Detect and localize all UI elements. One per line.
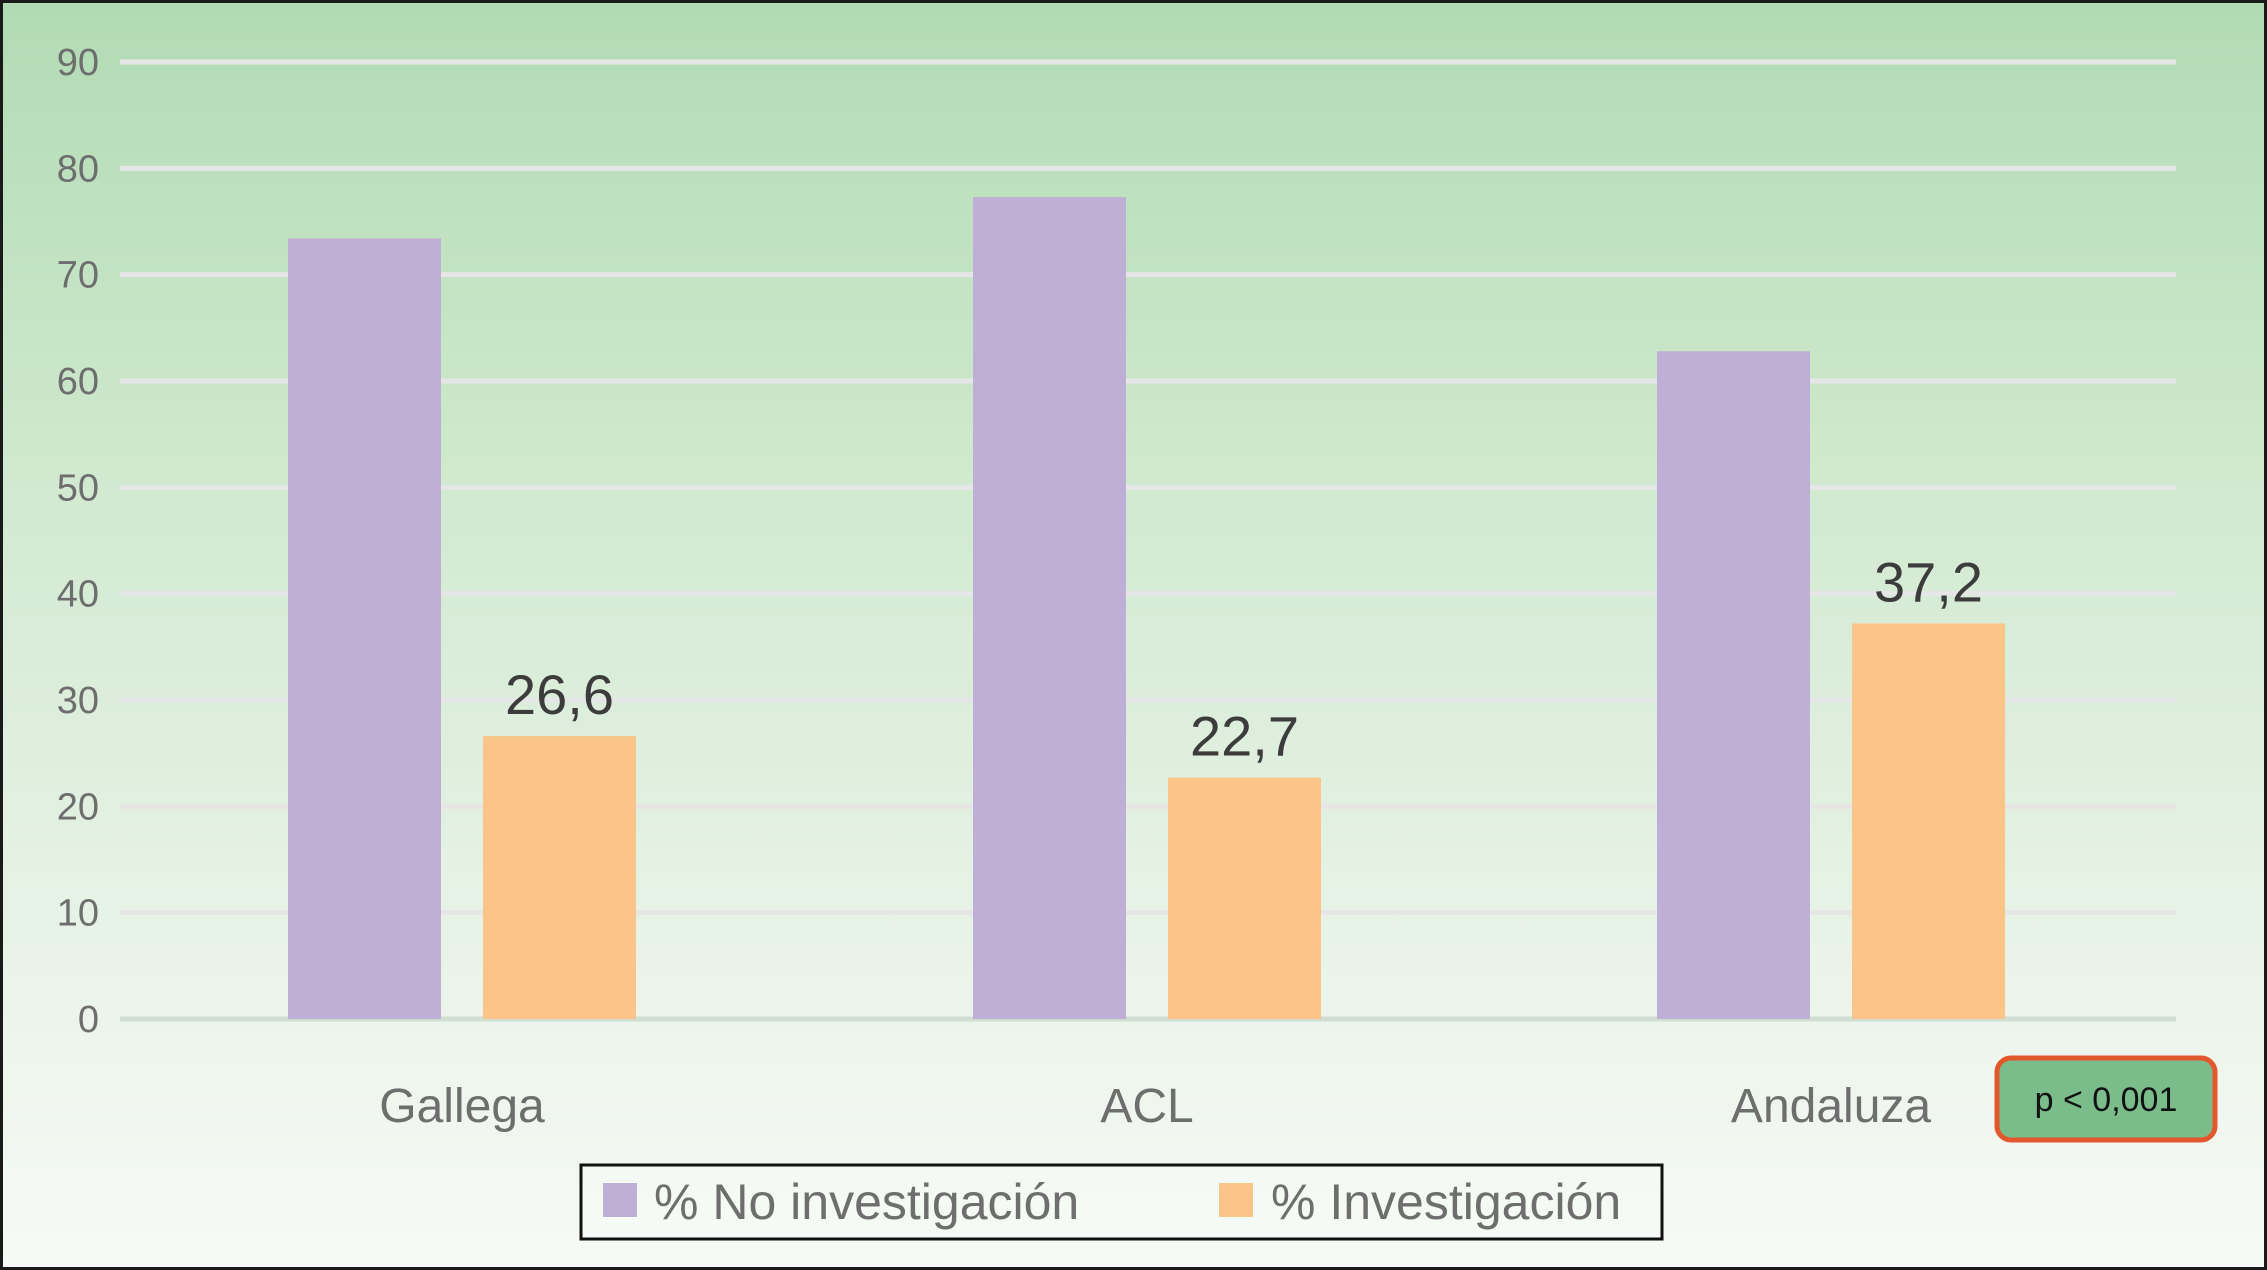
- bar: [483, 736, 636, 1019]
- legend-box: [579, 1163, 1664, 1241]
- bar: [288, 238, 441, 1020]
- y-tick-label: 10: [57, 893, 99, 935]
- data-label: 26,6: [505, 663, 614, 726]
- y-tick-label: 0: [78, 999, 99, 1041]
- category-label: Andaluza: [1731, 1080, 1931, 1133]
- p-value-text: p < 0,001: [2035, 1081, 2178, 1119]
- p-value-badge: [1994, 1055, 2218, 1143]
- legend-label: % Investigación: [1271, 1174, 1621, 1230]
- y-tick-label: 60: [57, 361, 99, 403]
- bar-chart: 0 10 20 30 40 50 60 70 80 90 26,6 Gallega 22,7 ACL 37,…: [57, 42, 2218, 1241]
- y-tick-label: 90: [57, 42, 99, 84]
- y-tick-label: 30: [57, 680, 99, 722]
- bar: [1657, 351, 1810, 1019]
- category-label: ACL: [1100, 1080, 1193, 1133]
- bar: [973, 197, 1126, 1019]
- bar: [1168, 777, 1321, 1019]
- category-label: Gallega: [379, 1080, 545, 1133]
- y-tick-label: 70: [57, 255, 99, 297]
- data-label: 37,2: [1874, 550, 1983, 613]
- legend-swatch: [1219, 1183, 1253, 1217]
- bar: [1852, 623, 2005, 1019]
- y-tick-label: 80: [57, 148, 99, 190]
- legend-swatch: [603, 1183, 637, 1217]
- y-tick-label: 40: [57, 574, 99, 616]
- y-tick-label: 20: [57, 786, 99, 828]
- y-tick-label: 50: [57, 467, 99, 509]
- data-label: 22,7: [1190, 705, 1299, 768]
- legend-label: % No investigación: [654, 1174, 1079, 1230]
